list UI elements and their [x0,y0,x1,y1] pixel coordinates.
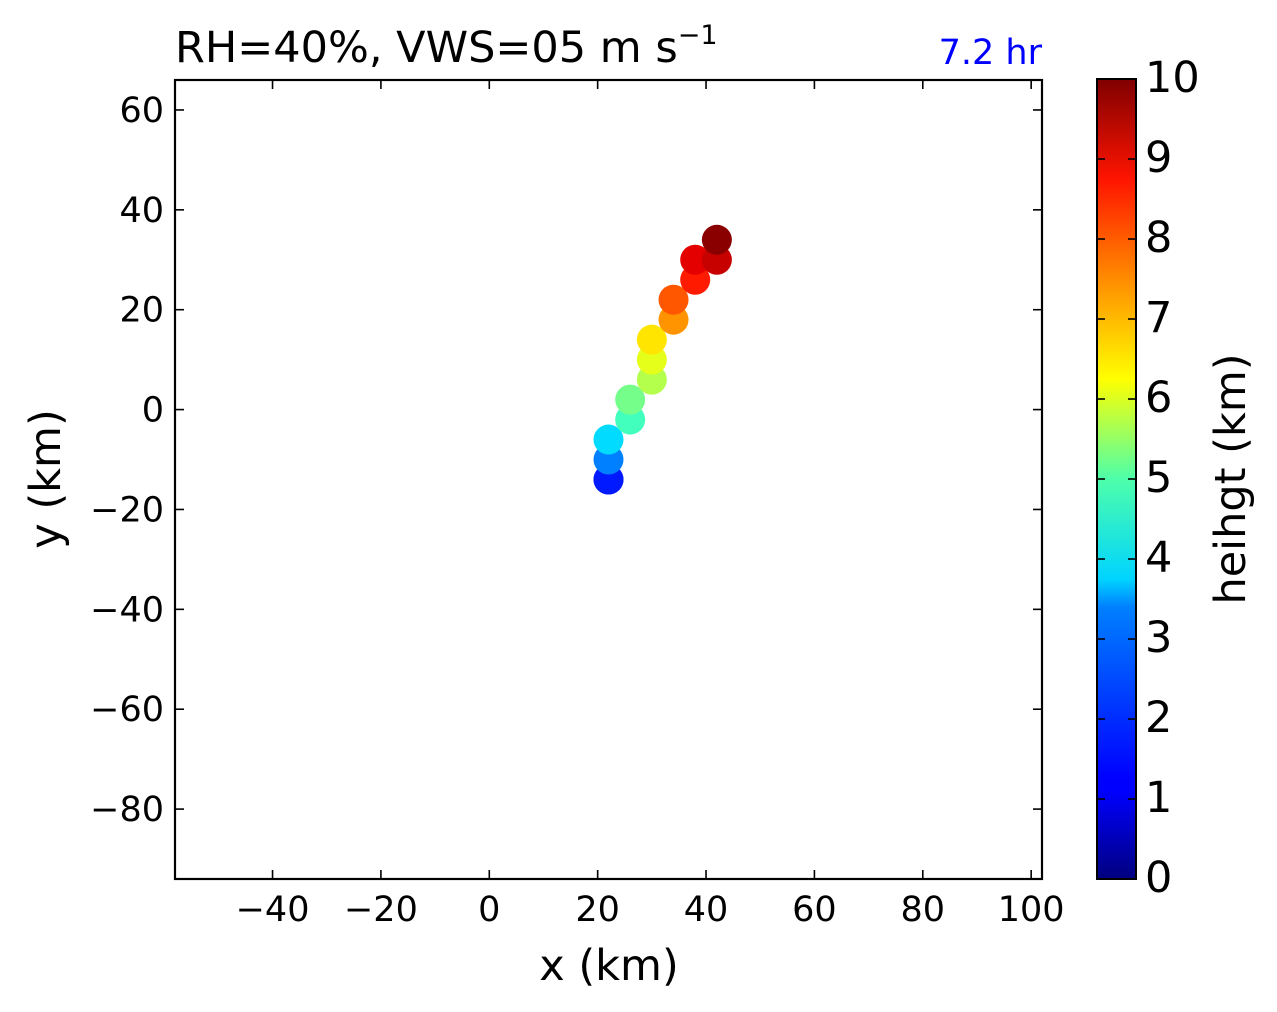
scatter-point [658,284,689,315]
colorbar-label: heihgt (km) [1206,353,1256,604]
colorbar-tick-label: 2 [1145,693,1172,743]
chart-title-text: RH=40%, VWS=05 m s [175,23,678,73]
scatter-points [593,224,732,495]
colorbar-tick-label: 1 [1145,773,1172,823]
x-tick-label: 60 [792,890,837,930]
scatter-point [680,244,711,275]
plot-frame [173,78,1044,881]
y-tick-label: −80 [90,790,164,830]
y-tick-label: −40 [90,590,164,630]
y-tick-label: 0 [142,391,164,431]
x-tick-label: 0 [478,890,500,930]
colorbar-ticks: 0 1 2 3 4 5 6 7 8 9 10 [1097,53,1200,903]
colorbar-tick-label: 7 [1145,293,1172,343]
y-axis-ticks: 60 40 20 0 −20 −40 −60 −80 [90,91,1042,830]
scatter-point [701,224,732,255]
scatter-point [615,384,646,415]
colorbar-tick-label: 8 [1145,213,1172,263]
y-tick-label: −60 [90,690,164,730]
plot-area: −40 −20 0 20 40 60 80 100 60 40 20 0 −20 −40 −60 −80 [90,78,1065,930]
y-tick-label: 60 [119,91,164,131]
chart-title: RH=40%, VWS=05 m s−1 [175,20,718,73]
y-tick-label: 40 [119,191,164,231]
svg-text:RH=40%, VWS=05 m s−1: RH=40%, VWS=05 m s−1 [175,20,718,73]
scatter-point [636,324,667,355]
chart-title-superscript: −1 [678,20,718,51]
x-tick-label: −40 [236,890,310,930]
x-tick-label: 100 [998,890,1065,930]
y-axis-label: y (km) [21,409,71,548]
y-tick-label: −20 [90,490,164,530]
x-tick-label: 80 [901,890,946,930]
x-tick-label: −20 [344,890,418,930]
colorbar-tick-label: 3 [1145,613,1172,663]
x-axis-ticks: −40 −20 0 20 40 60 80 100 [236,80,1065,930]
scatter-point [593,424,624,455]
colorbar: 0 1 2 3 4 5 6 7 8 9 10 [1096,53,1200,903]
time-annotation: 7.2 hr [939,33,1043,73]
x-tick-label: 40 [684,890,729,930]
colorbar-tick-label: 9 [1145,133,1172,183]
x-tick-label: 20 [575,890,620,930]
x-axis-label: x (km) [539,941,678,991]
colorbar-tick-label: 6 [1145,373,1172,423]
colorbar-tick-label: 4 [1145,533,1172,583]
colorbar-tick-label: 10 [1145,53,1200,103]
colorbar-tick-label: 5 [1145,453,1172,503]
colorbar-tick-label: 0 [1145,853,1172,903]
y-tick-label: 20 [119,291,164,331]
